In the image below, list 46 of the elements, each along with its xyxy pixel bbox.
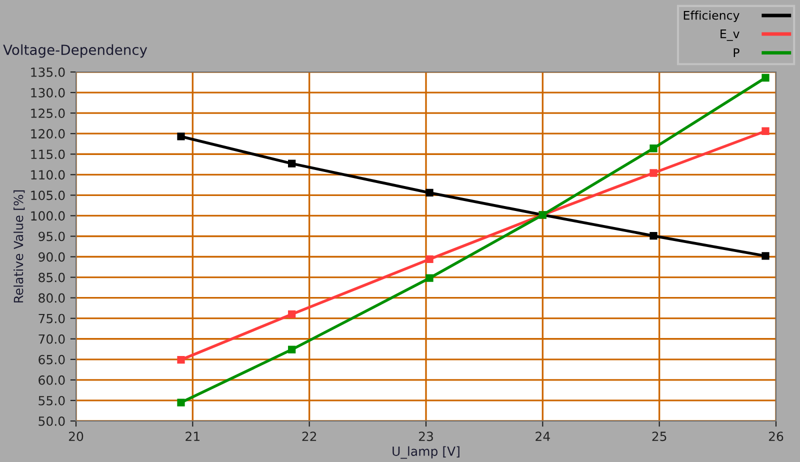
y-tick-label: 135.0 (31, 67, 65, 77)
y-tick-label: 110.0 (31, 170, 65, 180)
y-tick-label: 105.0 (31, 190, 65, 200)
point (650, 232, 658, 240)
y-tick-label: 50.0 (38, 416, 65, 426)
point (426, 255, 434, 264)
y-tick-label: 75.0 (38, 314, 65, 324)
y-tick-label: 65.0 (38, 354, 65, 364)
y-tick-label: 100.0 (31, 211, 65, 221)
y-tick-label: 85.0 (38, 272, 65, 282)
legend-label: P (734, 48, 740, 57)
point (762, 252, 770, 260)
y-tick-label: 115.0 (31, 150, 65, 160)
point (288, 310, 296, 318)
point (288, 346, 296, 354)
y-tick-label: 125.0 (31, 108, 65, 118)
y-tick-label: 130.0 (31, 88, 65, 98)
y-tick-label: 95.0 (38, 232, 65, 242)
y-tick-label: 80.0 (38, 293, 65, 303)
point (762, 127, 770, 135)
point (177, 132, 185, 140)
point (650, 169, 658, 177)
x-tick-label: 24 (536, 432, 550, 441)
point (426, 274, 434, 282)
y-tick-label: 70.0 (38, 334, 65, 344)
point (288, 160, 296, 168)
x-tick-label: 22 (302, 432, 316, 441)
y-tick-label: 120.0 (31, 129, 65, 139)
x-tick-label: 21 (186, 432, 200, 441)
point (650, 144, 658, 152)
point (426, 188, 434, 197)
x-axis-title: U_lamp [V] (392, 446, 460, 459)
x-tick-label: 23 (418, 432, 433, 442)
chart-title: Voltage-Dependency (3, 44, 148, 58)
legend-label: E_v (720, 29, 740, 41)
x-tick-label: 20 (68, 432, 84, 442)
y-axis-title: Relative Value [%] (14, 190, 25, 302)
y-tick-label: 90.0 (38, 252, 65, 262)
point (762, 74, 770, 82)
point (177, 398, 185, 406)
x-tick-label: 26 (768, 432, 784, 442)
x-tick-label: 25 (652, 432, 666, 442)
point (177, 356, 185, 364)
y-tick-label: 60.0 (38, 375, 65, 385)
legend-label: Efficiency (684, 10, 740, 22)
y-tick-label: 55.0 (38, 396, 65, 406)
